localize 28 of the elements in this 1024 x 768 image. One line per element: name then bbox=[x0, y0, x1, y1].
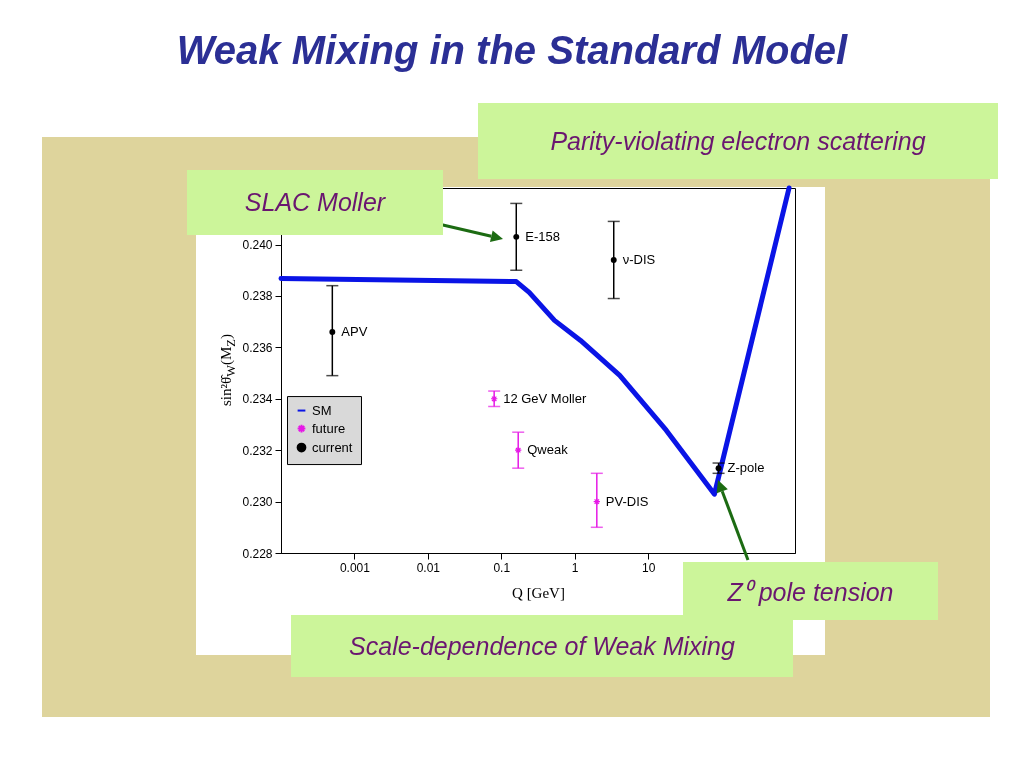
x-axis-title: Q [GeV] bbox=[512, 584, 565, 601]
annotation: Z-pole bbox=[727, 460, 765, 476]
y-tick-label: 0.236 bbox=[242, 340, 273, 355]
annotation: PV-DIS bbox=[605, 493, 649, 509]
annotation: E-158 bbox=[525, 228, 560, 244]
x-tick-label: 10 bbox=[641, 560, 656, 575]
legend-label: current bbox=[312, 439, 353, 455]
x-tick-label: 1 bbox=[571, 560, 579, 575]
y-tick-label: 0.234 bbox=[242, 392, 273, 407]
annotation: ν-DIS bbox=[622, 251, 656, 267]
y-tick-label: 0.232 bbox=[242, 443, 273, 458]
y-tick-label: 0.230 bbox=[242, 495, 273, 510]
x-tick-label: 0.1 bbox=[493, 560, 511, 575]
annotation: 12 GeV Moller bbox=[503, 390, 587, 406]
y-tick-label: 0.240 bbox=[242, 238, 273, 253]
callout-box: Scale-dependence of Weak Mixing bbox=[291, 615, 793, 677]
callout-box: Parity-violating electron scattering bbox=[478, 103, 998, 179]
annotation: APV bbox=[341, 323, 368, 339]
legend-label: future bbox=[312, 420, 346, 436]
callout-box: Z⁰ pole tension bbox=[683, 562, 938, 620]
callout-box: SLAC Moller bbox=[187, 170, 443, 235]
y-tick-label: 0.228 bbox=[242, 546, 273, 561]
y-tick-label: 0.238 bbox=[242, 289, 273, 304]
chart-title: Weak Mixing in the Standard Model bbox=[175, 28, 849, 73]
annotation: Qweak bbox=[527, 442, 569, 458]
x-tick-label: 0.001 bbox=[339, 560, 371, 575]
x-tick-label: 0.01 bbox=[416, 560, 441, 575]
legend-label: SM bbox=[312, 402, 332, 418]
